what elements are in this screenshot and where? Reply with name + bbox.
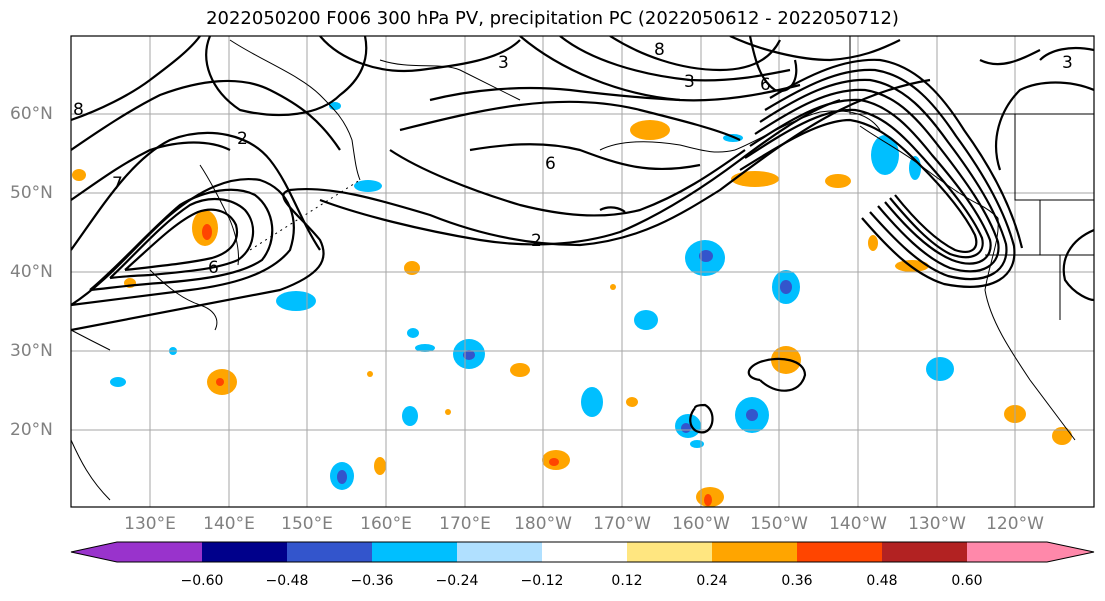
lon-label: 130°E [124,514,176,534]
map-title: 2022050200 F006 300 hPa PV, precipitatio… [206,8,899,29]
colorbar-tick-label: −0.48 [265,573,309,589]
contour-label: 2 [237,129,248,149]
contour-labels: 2 2 6 6 3 3 6 3 7 8 8 [73,40,1073,278]
lon-label: 160°E [360,514,412,534]
lat-label: 30°N [10,341,53,361]
contour-label: 6 [760,75,771,95]
lon-label: 170°E [439,514,491,534]
contour-label: 8 [73,100,84,120]
lat-label: 20°N [10,420,53,440]
map-frame [70,35,1095,508]
map-panel: 2 2 6 6 3 3 6 3 7 8 8 [71,36,1094,507]
lon-label: 150°E [281,514,333,534]
colorbar-tick-label: 0.24 [696,573,728,589]
contour-label: 2 [531,231,542,251]
colorbar-tick-label: −0.60 [180,573,224,589]
lon-label: 150°W [750,514,808,534]
lat-label: 40°N [10,262,53,282]
contour-label: 8 [654,40,665,60]
lon-label: 120°W [986,514,1044,534]
colorbar-tick-label: −0.24 [435,573,479,589]
contour-label: 7 [112,174,123,194]
contour-label: 6 [545,154,556,174]
contour-label: 6 [208,258,219,278]
lat-label: 60°N [10,104,53,124]
lon-label: 170°W [593,514,651,534]
colorbar-tick-label: −0.12 [520,573,564,589]
lon-label: 160°W [672,514,730,534]
pv-contours [71,36,1094,434]
lon-label: 130°W [908,514,966,534]
colorbar-tick-label: −0.36 [350,573,394,589]
contour-label: 3 [1062,53,1073,73]
lon-label: 140°W [829,514,887,534]
colorbar-tick-label: 0.36 [781,573,813,589]
colorbar-tick-label: 0.60 [951,573,983,589]
precip-negative-regions [110,102,954,490]
colorbar [70,541,1095,563]
contour-label: 3 [684,72,695,92]
colorbar-tick-label: 0.48 [866,573,898,589]
lon-label: 140°E [203,514,255,534]
lat-label: 50°N [10,183,53,203]
contour-label: 3 [498,53,509,73]
colorbar-tick-label: 0.12 [611,573,643,589]
lon-label: 180°W [514,514,572,534]
